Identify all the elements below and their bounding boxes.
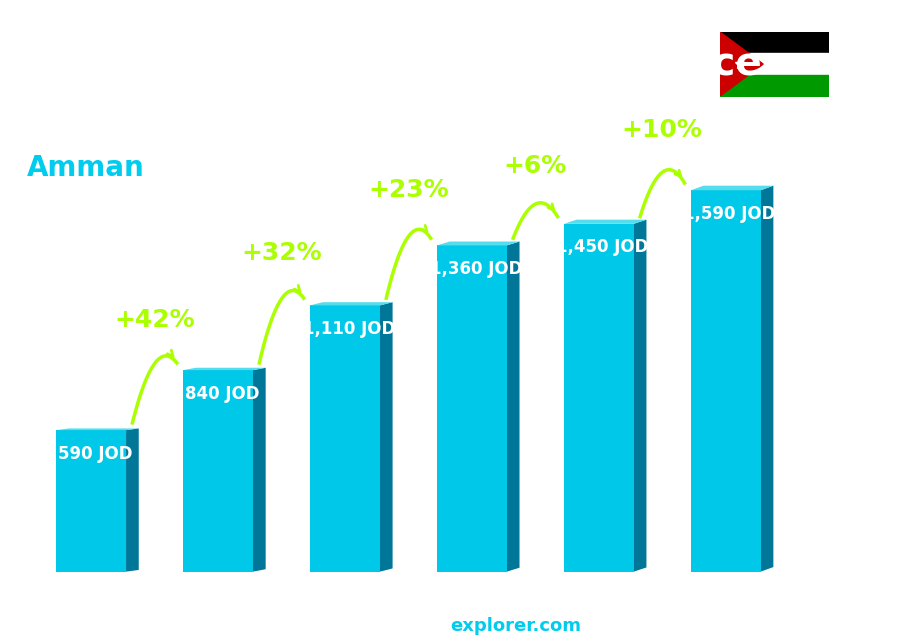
Text: Average Monthly Salary: Average Monthly Salary bbox=[866, 238, 880, 403]
Text: +42%: +42% bbox=[114, 308, 195, 332]
Polygon shape bbox=[437, 242, 519, 246]
Polygon shape bbox=[720, 32, 763, 96]
Polygon shape bbox=[126, 428, 139, 572]
Polygon shape bbox=[380, 302, 392, 572]
Text: 1,450 JOD: 1,450 JOD bbox=[556, 238, 649, 256]
Text: +32%: +32% bbox=[241, 240, 322, 265]
Text: Salary Comparison By Experience: Salary Comparison By Experience bbox=[27, 45, 761, 83]
Polygon shape bbox=[507, 242, 519, 572]
Polygon shape bbox=[56, 428, 139, 430]
Text: 1,590 JOD: 1,590 JOD bbox=[683, 204, 776, 222]
Text: 1,360 JOD: 1,360 JOD bbox=[429, 260, 522, 278]
Text: 590 JOD: 590 JOD bbox=[58, 444, 132, 463]
Polygon shape bbox=[760, 186, 773, 572]
Text: 1,110 JOD: 1,110 JOD bbox=[302, 320, 395, 338]
Text: +23%: +23% bbox=[368, 178, 449, 203]
Polygon shape bbox=[253, 368, 266, 572]
Polygon shape bbox=[184, 368, 266, 370]
Text: Operations Clerk: Operations Clerk bbox=[27, 103, 237, 126]
Text: salary: salary bbox=[389, 617, 450, 635]
Polygon shape bbox=[564, 220, 646, 224]
Text: explorer.com: explorer.com bbox=[450, 617, 581, 635]
Text: 840 JOD: 840 JOD bbox=[184, 385, 259, 403]
Polygon shape bbox=[310, 302, 392, 305]
Text: +10%: +10% bbox=[622, 119, 703, 142]
Text: Amman: Amman bbox=[27, 154, 145, 182]
Text: +6%: +6% bbox=[504, 154, 567, 178]
Polygon shape bbox=[634, 220, 646, 572]
Polygon shape bbox=[691, 186, 773, 190]
